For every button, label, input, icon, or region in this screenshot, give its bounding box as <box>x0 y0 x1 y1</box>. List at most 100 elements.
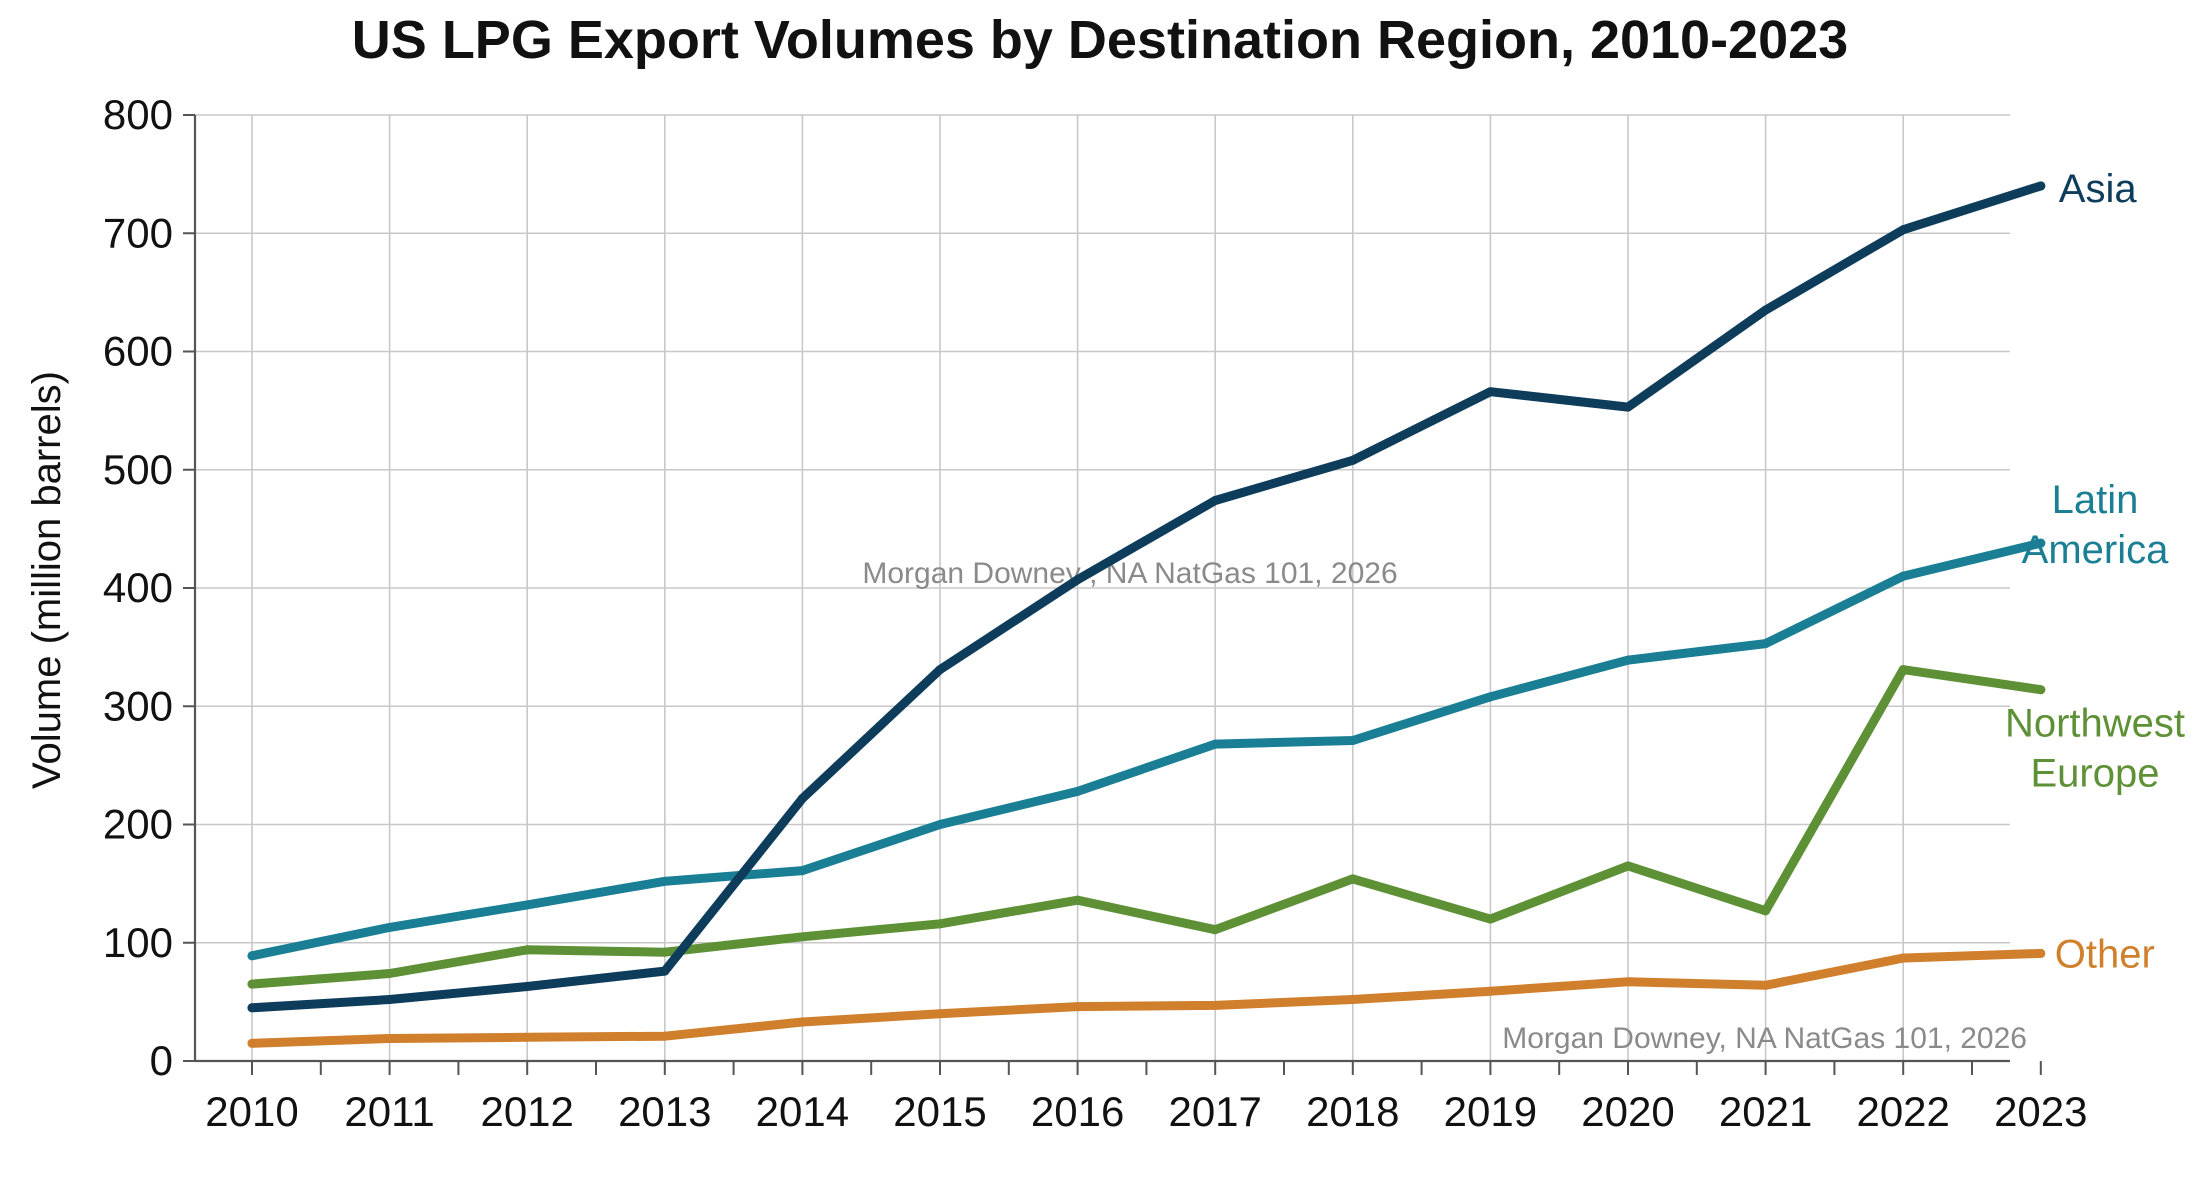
data-point <box>1761 980 1771 990</box>
series-line <box>247 538 2046 961</box>
data-point <box>797 1017 807 1027</box>
y-tick-label: 600 <box>103 328 173 375</box>
data-point <box>247 1003 257 1013</box>
data-point <box>1623 861 1633 871</box>
data-point <box>660 966 670 976</box>
x-tick-label: 2014 <box>756 1088 849 1135</box>
gridlines <box>195 114 2010 1061</box>
data-point <box>1073 1002 1083 1012</box>
data-point <box>1623 402 1633 412</box>
series-label: America <box>2022 528 2169 572</box>
y-tick-label: 700 <box>103 209 173 256</box>
data-point <box>1348 455 1358 465</box>
data-point <box>1073 575 1083 585</box>
watermark-annotation: Morgan Downey, NA NatGas 101, 2026 <box>1502 1022 2027 1055</box>
data-point <box>1898 225 1908 235</box>
chart-title: US LPG Export Volumes by Destination Reg… <box>352 10 1848 70</box>
data-point <box>1485 914 1495 924</box>
watermark-annotation: Morgan Downey , NA NatGas 101, 2026 <box>862 557 1397 590</box>
x-tick-label: 2017 <box>1168 1088 1261 1135</box>
series-asia <box>247 181 2046 1013</box>
data-point <box>935 820 945 829</box>
data-point <box>1898 665 1908 675</box>
y-tick-label: 0 <box>150 1037 173 1084</box>
data-point <box>797 866 807 876</box>
x-tick-label: 2020 <box>1581 1088 1674 1135</box>
series-latin-america <box>247 538 2046 961</box>
x-tick-label: 2023 <box>1994 1088 2087 1135</box>
data-point <box>660 876 670 886</box>
data-point <box>2036 685 2046 695</box>
data-point <box>1761 305 1771 315</box>
data-point <box>660 1031 670 1041</box>
data-point <box>1485 986 1495 996</box>
series-label: Latin <box>2052 478 2139 522</box>
series-label: Other <box>2055 932 2155 976</box>
data-point <box>522 945 532 955</box>
y-tick-label: 100 <box>103 919 173 966</box>
series-label: Northwest <box>2005 702 2185 746</box>
data-point <box>385 1034 395 1044</box>
data-point <box>935 1009 945 1019</box>
data-point <box>247 979 257 989</box>
data-point <box>660 947 670 957</box>
x-tick-label: 2022 <box>1856 1088 1949 1135</box>
data-point <box>1073 895 1083 905</box>
data-point <box>2036 538 2046 548</box>
data-point <box>1210 1000 1220 1010</box>
y-tick-label: 200 <box>103 801 173 848</box>
data-point <box>1348 736 1358 746</box>
series-northwest-europe <box>247 665 2046 989</box>
data-point <box>2036 181 2046 191</box>
data-point <box>1485 692 1495 702</box>
data-point <box>385 995 395 1005</box>
data-point <box>247 951 257 961</box>
series-line <box>247 948 2046 1048</box>
series-label: Europe <box>2031 752 2160 796</box>
data-point <box>522 982 532 992</box>
y-axis-label: Volume (million barrels) <box>25 371 69 789</box>
y-tick-label: 500 <box>103 446 173 493</box>
series-line <box>247 665 2046 989</box>
data-point <box>935 919 945 929</box>
data-point <box>1210 925 1220 935</box>
data-point <box>797 932 807 942</box>
x-tick-label: 2016 <box>1031 1088 1124 1135</box>
data-point <box>1898 571 1908 581</box>
x-tick-label: 2021 <box>1719 1088 1812 1135</box>
y-tick-label: 400 <box>103 564 173 611</box>
data-point <box>1348 874 1358 884</box>
y-tick-label: 300 <box>103 682 173 729</box>
x-tick-label: 2015 <box>893 1088 986 1135</box>
data-point <box>1210 495 1220 505</box>
x-tick-label: 2012 <box>480 1088 573 1135</box>
data-point <box>1348 995 1358 1005</box>
data-point <box>1623 655 1633 665</box>
x-tick-label: 2018 <box>1306 1088 1399 1135</box>
x-tick-label: 2010 <box>205 1088 298 1135</box>
data-series <box>247 181 2046 1048</box>
data-point <box>385 968 395 978</box>
data-point <box>1761 906 1771 916</box>
data-point <box>385 922 395 932</box>
data-point <box>935 665 945 675</box>
data-point <box>1210 739 1220 749</box>
axes <box>183 114 2042 1075</box>
annotations: Morgan Downey , NA NatGas 101, 2026 Morga… <box>862 557 2027 1055</box>
data-point <box>1485 387 1495 397</box>
data-point <box>1761 639 1771 649</box>
data-point <box>522 1032 532 1042</box>
y-tick-label: 800 <box>103 91 173 138</box>
x-tick-labels: 2010 2011 2012 2013 2014 2015 2016 2017 2018 2019… <box>205 1088 2087 1135</box>
data-point <box>247 1038 257 1048</box>
data-point <box>797 793 807 803</box>
x-tick-label: 2013 <box>618 1088 711 1135</box>
y-tick-labels: 0 100 200 300 400 500 600 700 800 <box>103 91 173 1084</box>
series-labels: Asia Latin America Northwest Europe Other <box>2005 167 2185 976</box>
data-point <box>1898 953 1908 963</box>
series-other <box>247 948 2046 1048</box>
data-point <box>1073 786 1083 796</box>
series-label: Asia <box>2059 167 2138 211</box>
